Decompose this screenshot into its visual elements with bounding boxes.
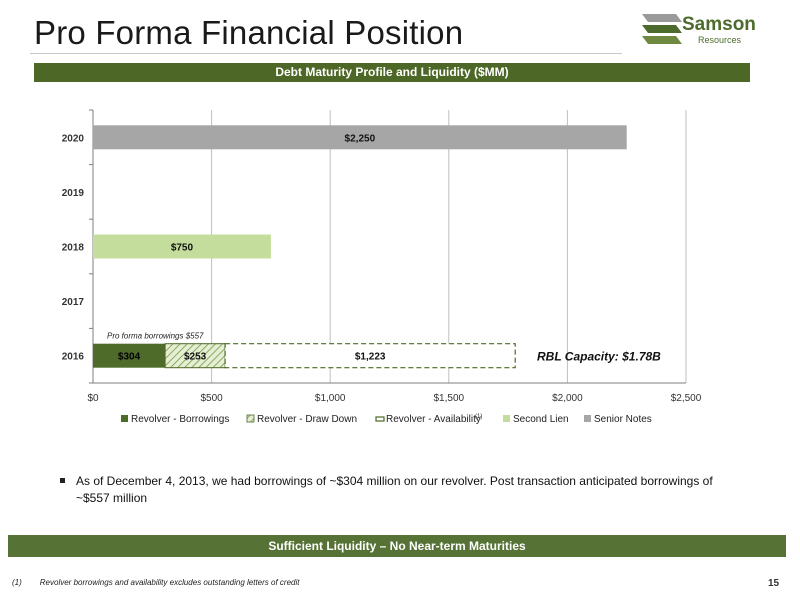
footnote-text: Revolver borrowings and availability exc… [39, 578, 300, 587]
bullet-text: As of December 4, 2013, we had borrowing… [76, 474, 713, 505]
bar-senior-notes [93, 125, 627, 150]
y-category-label: 2018 [62, 243, 85, 254]
chart-legend: Revolver - Borrowings Revolver - Draw Dow… [121, 414, 652, 425]
chart-bars [93, 125, 627, 369]
legend-swatch [246, 414, 255, 423]
data-label: $304 [118, 352, 141, 363]
data-label: $1,223 [355, 352, 386, 363]
bar-revolver-availability [224, 343, 516, 369]
bullet-icon [60, 478, 65, 483]
pro-forma-annotation: Pro forma borrowings $557 [107, 332, 204, 341]
x-tick-label: $1,500 [434, 393, 465, 404]
data-label: $2,250 [345, 133, 376, 144]
legend-entry: Revolver - Borrowings [131, 414, 229, 425]
legend-footnote-marker: (1) [475, 414, 482, 420]
y-category-label: 2019 [62, 188, 85, 199]
legend-entry: Revolver - Draw Down [257, 414, 357, 425]
legend-swatch [121, 415, 128, 422]
samson-logo-icon [642, 14, 682, 44]
page-number: 15 [768, 578, 780, 589]
title-divider [30, 53, 622, 54]
x-tick-label: $500 [200, 393, 223, 404]
data-label: $750 [171, 243, 194, 254]
liquidity-band: Sufficient Liquidity – No Near-term Matu… [8, 535, 786, 557]
x-tick-label: $0 [87, 393, 99, 404]
x-tick-label: $2,500 [671, 393, 702, 404]
rbl-capacity-annotation: RBL Capacity: $1.78B [537, 350, 661, 364]
x-tick-label: $1,000 [315, 393, 346, 404]
chart-labels: $0 $500 $1,000 $1,500 $2,000 $2,500 2016 2017 20… [62, 133, 702, 404]
chart-header-band: Debt Maturity Profile and Liquidity ($MM… [34, 63, 750, 82]
logo-subtitle: Resources [698, 35, 742, 45]
legend-swatch [584, 415, 591, 422]
x-tick-label: $2,000 [552, 393, 583, 404]
bar-revolver-borrowings [93, 343, 166, 368]
y-category-label: 2020 [62, 133, 85, 144]
chart-grid [89, 109, 687, 384]
bar-second-lien [93, 234, 271, 259]
legend-swatch [503, 415, 510, 422]
legend-entry: Revolver - Availability [386, 414, 481, 425]
bar-revolver-draw-down [164, 343, 226, 369]
legend-entry: Senior Notes [594, 414, 652, 425]
data-label: $253 [184, 352, 207, 363]
legend-entry: Second Lien [513, 414, 569, 425]
page-title: Pro Forma Financial Position [34, 14, 464, 51]
legend-swatch [375, 416, 385, 422]
footnote: (1) Revolver borrowings and availability … [12, 578, 317, 587]
y-category-label: 2017 [62, 297, 85, 308]
y-category-label: 2016 [62, 352, 85, 363]
logo-name: Samson [682, 14, 756, 35]
footnote-marker: (1) [12, 578, 22, 587]
